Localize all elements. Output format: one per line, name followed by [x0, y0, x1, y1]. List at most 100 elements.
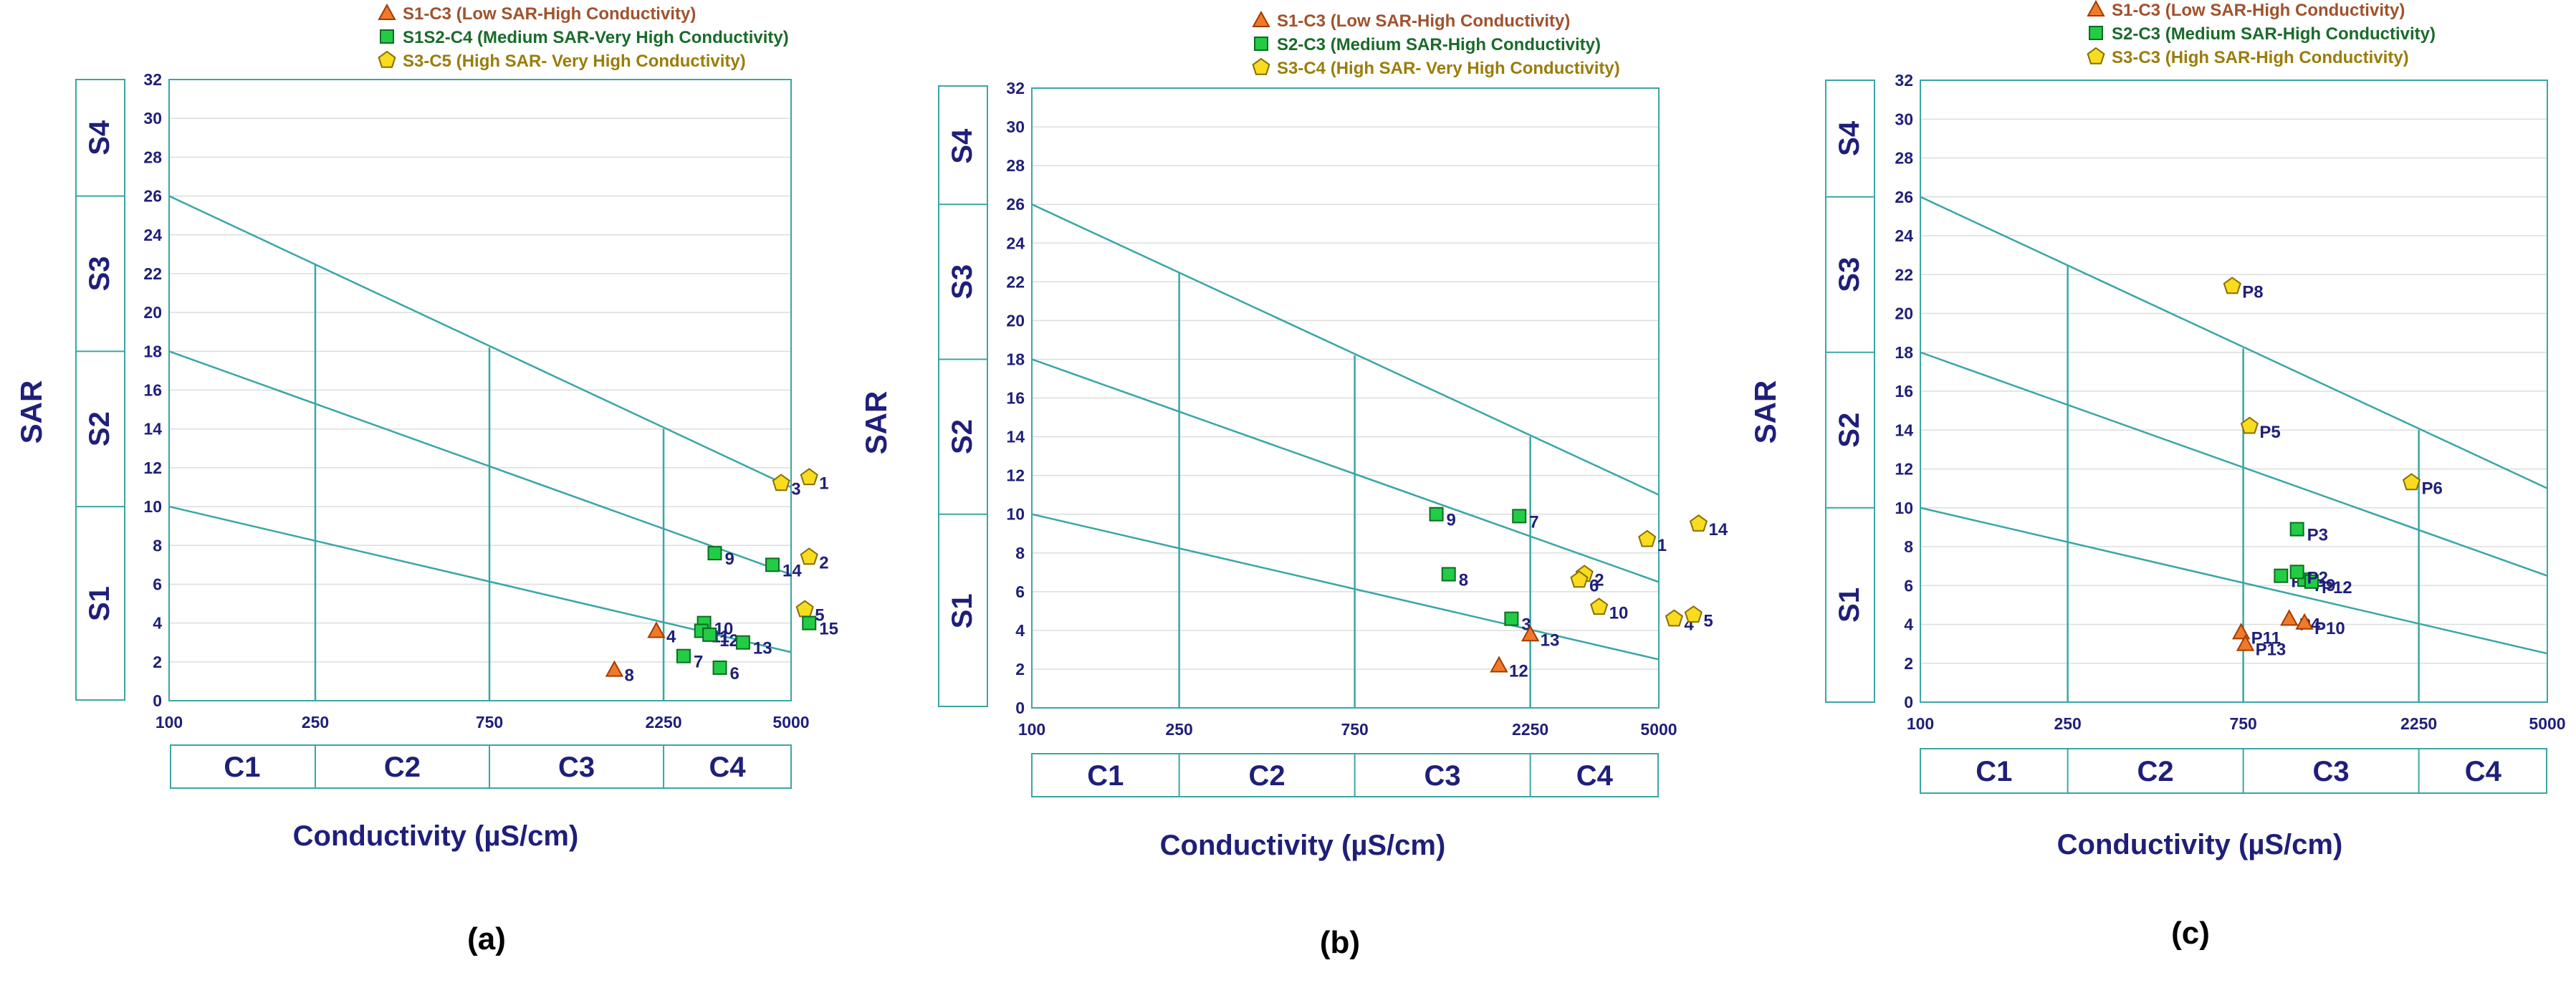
- c-class-box: [1031, 753, 1659, 797]
- point-marker: [676, 648, 691, 663]
- point-marker: [707, 546, 722, 561]
- y-tick-label: 12: [1006, 466, 1025, 485]
- data-point: 7: [1512, 509, 1539, 532]
- point-label: 6: [730, 664, 739, 684]
- s-class-box: [938, 85, 988, 707]
- point-label: 5: [1703, 611, 1713, 630]
- y-tick-label: 2: [1904, 654, 1913, 673]
- y-tick-label: 22: [1895, 265, 1913, 284]
- y-tick-label: 18: [1895, 343, 1913, 362]
- point-marker: [2223, 277, 2241, 294]
- data-point: P12: [2304, 574, 2352, 598]
- plot-frame: [168, 79, 792, 701]
- legend-marker: [1252, 57, 1270, 75]
- point-label: 15: [819, 620, 838, 639]
- c-class-label: C4: [1576, 760, 1614, 792]
- point-label: 9: [1447, 511, 1456, 530]
- point-marker: [735, 635, 750, 650]
- point-marker: [1590, 598, 1609, 615]
- point-label: 10: [714, 620, 734, 639]
- point-marker: [1504, 611, 1519, 626]
- legend-marker: [378, 3, 396, 20]
- y-tick-label: 28: [1006, 156, 1025, 175]
- c-class-box: [170, 744, 792, 789]
- class-boundary-line: [1031, 513, 1660, 661]
- s-class-box: [1825, 80, 1875, 703]
- point-marker: [1570, 570, 1589, 588]
- legend-marker: [2087, 47, 2105, 64]
- point-marker: [1429, 507, 1444, 522]
- y-tick-label: 24: [1006, 234, 1025, 252]
- point-label: 7: [1529, 512, 1538, 532]
- data-point: P3: [2289, 522, 2328, 545]
- point-marker: [647, 621, 666, 638]
- point-marker: [800, 547, 818, 565]
- y-tick-label: 26: [143, 187, 162, 206]
- point-label: P10: [2314, 619, 2345, 638]
- legend-entry: S1-C3 (Low SAR-High Conductivity): [2112, 1, 2405, 20]
- point-label: P3: [2307, 526, 2328, 545]
- legend-marker: [2089, 26, 2103, 40]
- point-label: 13: [753, 639, 772, 658]
- point-marker: [702, 627, 717, 642]
- y-tick-label: 8: [153, 536, 162, 555]
- y-tick-label: 10: [1895, 499, 1913, 517]
- y-tick-label: 30: [143, 109, 162, 128]
- y-tick-label: 16: [143, 381, 162, 400]
- point-label: P11: [2251, 628, 2281, 648]
- y-tick-label: 20: [1895, 304, 1913, 323]
- point-marker: [2274, 568, 2289, 583]
- point-marker: [1441, 567, 1456, 582]
- data-point: P6: [2402, 473, 2443, 498]
- x-tick-label: 2250: [645, 713, 681, 732]
- x-tick-label: 750: [1341, 720, 1368, 739]
- data-point: 10: [1590, 598, 1628, 623]
- x-tick-label: 5000: [1640, 720, 1677, 739]
- point-marker: [1638, 529, 1657, 547]
- data-point: 14: [1689, 514, 1728, 539]
- legend-entry: S2-C3 (Medium SAR-High Conductivity): [1277, 35, 1601, 54]
- x-tick-label: 250: [2054, 714, 2081, 733]
- y-tick-label: 0: [1904, 693, 1913, 711]
- s-class-label: S2: [947, 419, 978, 454]
- y-tick-label: 32: [1006, 79, 1025, 97]
- y-tick-label: 4: [1015, 621, 1025, 640]
- point-label: P13: [2256, 641, 2287, 660]
- data-point: 6: [1570, 570, 1599, 596]
- y-tick-label: 32: [1895, 71, 1913, 90]
- point-label: 12: [719, 631, 739, 651]
- legend-marker: [1252, 10, 1270, 27]
- c-class-label: C1: [1976, 756, 2012, 787]
- point-marker: [2231, 623, 2251, 640]
- legend-entry: S1-C3 (Low SAR-High Conductivity): [1277, 11, 1570, 31]
- point-marker: [1490, 656, 1508, 673]
- x-axis-title: Conductivity (µS/cm): [2057, 829, 2343, 860]
- data-point: 6: [712, 660, 739, 684]
- legend-entry: S2-C3 (Medium SAR-High Conductivity): [2112, 24, 2436, 44]
- s-class-label: S3: [947, 264, 978, 299]
- y-tick-label: 8: [1904, 537, 1913, 556]
- point-label: 6: [1589, 577, 1599, 596]
- x-tick-label: 5000: [772, 713, 809, 732]
- data-point: 12: [1490, 656, 1528, 681]
- class-boundary-line: [1031, 203, 1660, 496]
- point-marker: [2304, 574, 2319, 589]
- plot-frame: [1031, 87, 1660, 709]
- data-point: 14: [765, 557, 802, 580]
- c-class-label: C3: [558, 752, 595, 783]
- point-label: 8: [624, 666, 633, 686]
- point-marker: [2289, 522, 2304, 537]
- class-boundary-line: [1920, 351, 2548, 577]
- y-tick-label: 28: [1895, 149, 1913, 168]
- point-label: P12: [2322, 578, 2352, 598]
- point-label: 12: [1509, 662, 1528, 681]
- y-tick-label: 8: [1015, 544, 1025, 562]
- s-class-label: S1: [84, 586, 115, 621]
- y-tick-label: 0: [153, 691, 162, 710]
- point-label: P6: [2421, 479, 2442, 498]
- x-tick-label: 2250: [1512, 720, 1548, 739]
- x-axis-title: Conductivity (µS/cm): [1160, 830, 1446, 861]
- c-class-label: C4: [2465, 756, 2502, 787]
